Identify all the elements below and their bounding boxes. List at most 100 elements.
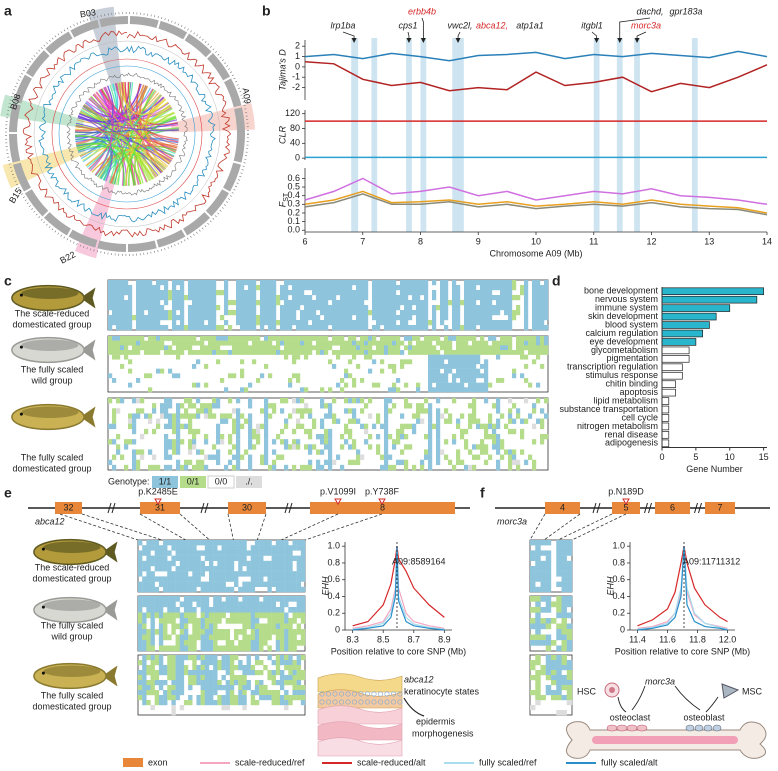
genotype-cell [332,350,337,355]
genotype-cell [400,290,405,296]
genotype-cell [504,449,509,455]
genotype-cell [271,690,276,696]
genotype-cell [284,290,289,296]
genotype-cell [424,280,429,286]
genotype-cell [352,310,357,316]
chord [75,124,163,174]
genotype-cell [296,280,301,286]
genotype-cell [279,675,285,681]
genotype-cell [360,378,365,383]
genotype-cell [392,368,397,374]
genotype-cell [535,634,541,641]
genotype-cell [328,403,333,409]
genotype-cell [288,382,293,388]
genotype-cell [456,310,461,316]
genotype-cell [256,315,261,321]
genotype-cell [275,665,281,671]
genotype-cell [324,295,329,301]
genotype-cell [184,464,189,471]
genotype-cell [188,398,193,404]
genotype-cell [212,280,217,286]
genotype-cell [284,705,289,711]
bar [661,405,670,414]
y-tick-label: 1 [295,51,300,61]
genotype-cell [300,629,306,635]
y-tick-label: 0.4 [327,591,340,601]
genotype-cell [248,285,253,291]
genotype-cell [452,290,457,296]
genotype-cell [280,408,285,414]
genotype-cell [396,345,401,351]
genotype-cell [468,280,473,286]
genotype-cell [232,340,237,346]
genotype-cell [142,675,147,681]
genotype-cell [340,387,345,393]
genotype-cell [264,336,269,341]
genotype-cell [508,408,513,414]
genotype-cell [164,336,169,341]
genotype-cell [142,576,147,582]
genotype-cell [250,601,256,608]
genotype-cell [136,340,141,346]
genotype-cell [556,665,562,671]
genotype-cell [440,340,445,346]
genotype-cell [308,300,313,306]
cell [377,699,383,705]
genotype-cell [204,645,210,652]
variant-label: p.V1099I [320,486,356,496]
genotype-cell [496,444,501,450]
genotype-cell [156,325,161,331]
genotype-cell [524,459,529,466]
genotype-cell [221,705,226,711]
genotype-cell [132,398,137,404]
genotype-cell [236,310,241,316]
bar [661,363,683,372]
genotype-cell [200,566,205,572]
genotype-cell [272,300,277,306]
genotype-cell [242,545,247,551]
genotype-cell [248,336,253,341]
genotype-cell [452,382,457,388]
genotype-cell [196,285,201,291]
genotype-cell [240,295,245,301]
genotype-cell [183,581,189,587]
genotype-cell [150,655,155,661]
genotype-cell [300,634,306,641]
y-tick-label: 0.6 [612,574,625,584]
genotype-cell [476,382,481,388]
genotype-cell [132,439,137,445]
genotype-cell [292,540,297,546]
genotype-cell [535,690,541,696]
genotype-cell [440,295,445,301]
genotype-cell [508,285,513,291]
genotype-cell [264,350,269,355]
genotype-cell [146,607,151,613]
gene-label: erbb4b [408,6,436,16]
genotype-cell [263,607,268,613]
genotype-cell [544,340,549,346]
bar [661,312,717,321]
genotype-cell [132,350,137,355]
genotype-cell [167,601,172,608]
genotype-cell [271,623,276,630]
genotype-cell [160,336,165,341]
genotype-cell [279,612,285,619]
genotype-cell [460,368,465,374]
genotype-cell [556,634,562,641]
genotype-cell [140,449,145,455]
genotype-cell [280,290,285,296]
genotype-cell [220,340,225,346]
genotype-cell [480,373,485,379]
genotype-cell [364,325,369,331]
genotype-cell [152,305,157,311]
genotype-cell [163,690,168,696]
genotype-cell [456,459,461,466]
genotype-cell [292,464,297,471]
genotype-cell [264,434,269,440]
genotype-cell [108,439,113,445]
genotype-cell [328,449,333,455]
genotype-cell [238,586,243,593]
arrow-head [617,38,623,43]
msc-cell [721,683,740,699]
genotype-cell [256,285,261,291]
